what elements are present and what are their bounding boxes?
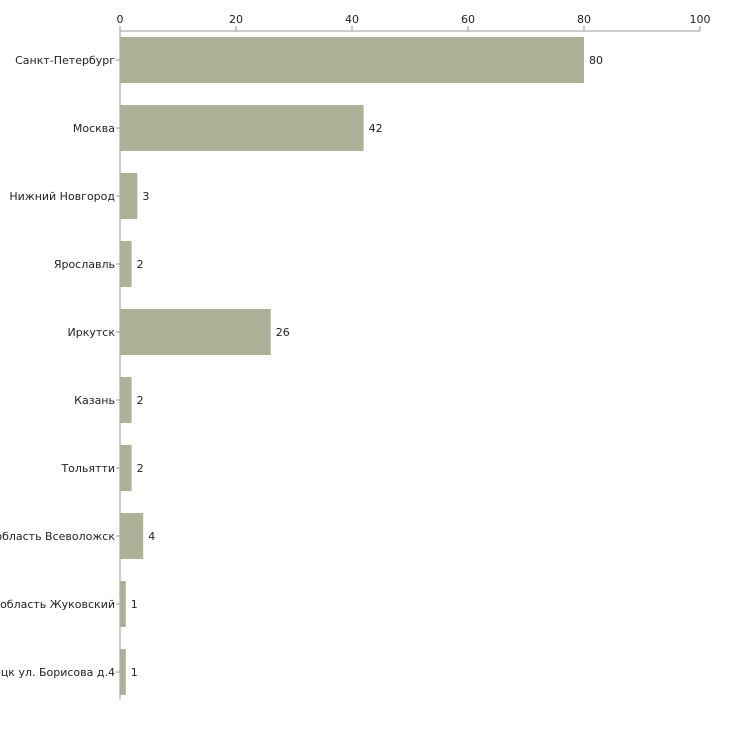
category-label: Иркутск	[68, 326, 116, 339]
x-tick-label: 20	[229, 13, 243, 26]
category-label: Москва	[73, 122, 115, 135]
value-label: 2	[137, 258, 144, 271]
value-label: 1	[131, 666, 138, 679]
x-tick-label: 0	[117, 13, 124, 26]
category-label: Казань	[74, 394, 115, 407]
x-tick-label: 80	[577, 13, 591, 26]
category-label: Липецк ул. Борисова д.4	[0, 666, 115, 679]
category-label: Санкт-Петербург	[15, 54, 115, 67]
value-label: 3	[142, 190, 149, 203]
value-label: 2	[137, 462, 144, 475]
bar	[120, 37, 584, 83]
x-tick-label: 100	[690, 13, 711, 26]
value-label: 4	[148, 530, 155, 543]
x-tick-label: 60	[461, 13, 475, 26]
bar	[120, 581, 126, 627]
category-label: Нижний Новгород	[9, 190, 115, 203]
x-tick-label: 40	[345, 13, 359, 26]
bar	[120, 309, 271, 355]
bar	[120, 513, 144, 559]
bar	[120, 105, 364, 151]
bars	[120, 37, 584, 695]
category-labels: Санкт-Петербург Москва Нижний Новгород Ярос…	[0, 54, 115, 679]
bar	[120, 649, 126, 695]
value-label: 80	[589, 54, 603, 67]
category-label: Московская область Жуковский	[0, 598, 115, 611]
bar	[120, 445, 132, 491]
category-label: Тольятти	[60, 462, 115, 475]
category-label: Ленинградская область Всеволожск	[0, 530, 115, 543]
value-labels: 80 42 3 2 26 2 2 4 1 1	[131, 54, 603, 679]
category-label: Ярославль	[54, 258, 115, 271]
value-label: 2	[137, 394, 144, 407]
bar	[120, 173, 138, 219]
bar	[120, 377, 132, 423]
value-label: 42	[369, 122, 383, 135]
value-label: 26	[276, 326, 290, 339]
value-label: 1	[131, 598, 138, 611]
bar	[120, 241, 132, 287]
